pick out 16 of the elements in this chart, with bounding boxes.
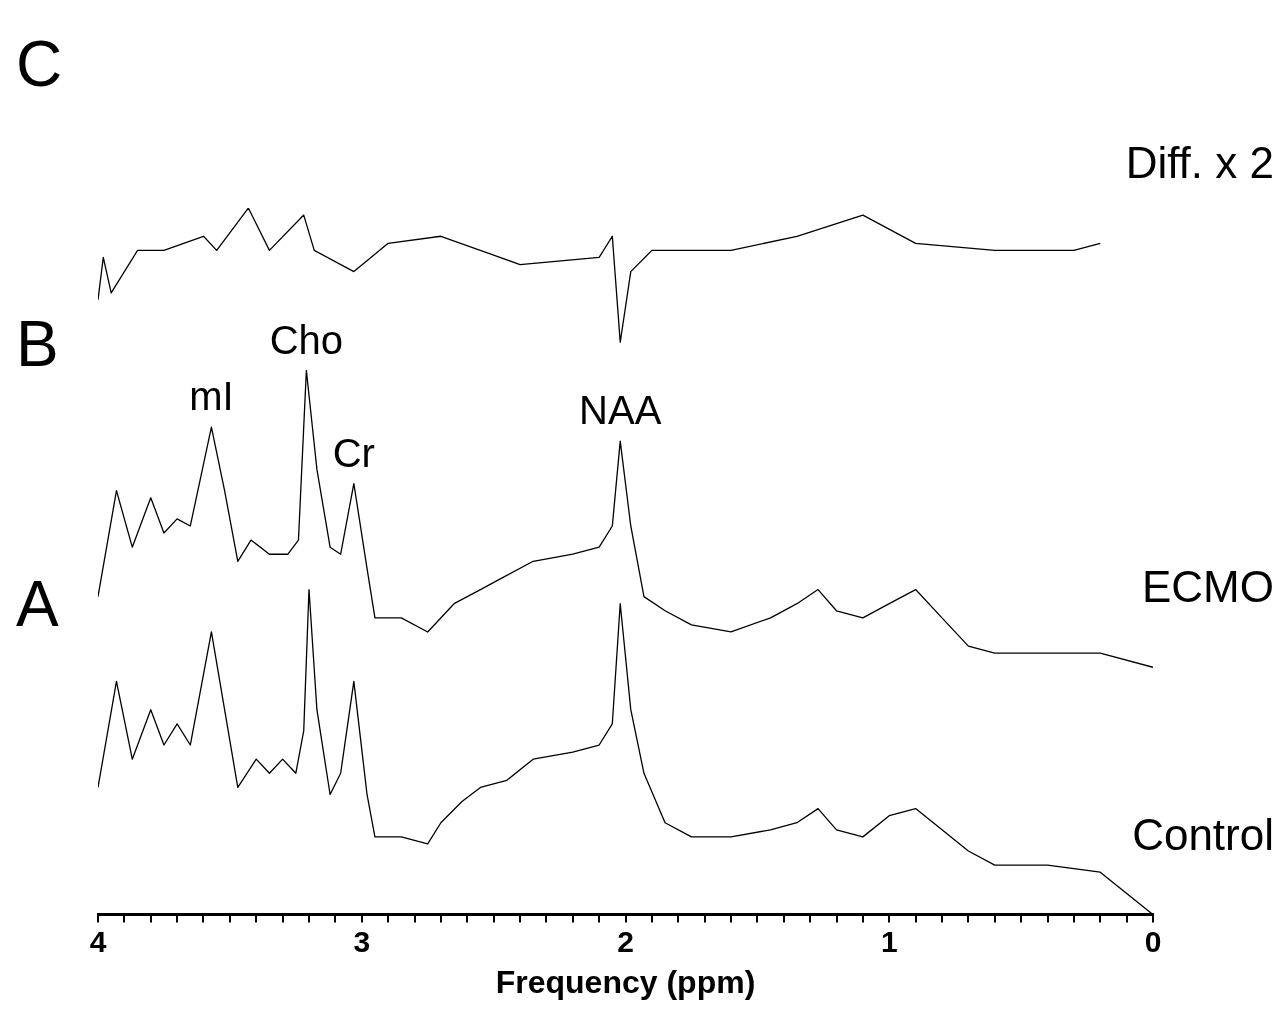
annotation: Cr xyxy=(332,430,375,475)
series-label: Diff. x 2 xyxy=(1125,138,1274,188)
x-tick-label: 4 xyxy=(89,924,107,958)
series-label: Control xyxy=(1132,809,1274,859)
text: B xyxy=(16,307,59,380)
x-axis-title: Frequency (ppm) xyxy=(495,963,756,1000)
text: A xyxy=(16,567,59,640)
annotation: mI xyxy=(189,374,234,419)
text: C xyxy=(16,27,63,100)
annotation: Cho xyxy=(269,317,344,362)
x-tick-label: 3 xyxy=(353,924,371,958)
series-label: ECMO xyxy=(1142,562,1274,612)
x-tick-label: 0 xyxy=(1144,924,1162,958)
x-tick-label: 1 xyxy=(880,924,898,958)
annotation: NAA xyxy=(579,388,662,433)
x-tick-label: 2 xyxy=(617,924,634,958)
